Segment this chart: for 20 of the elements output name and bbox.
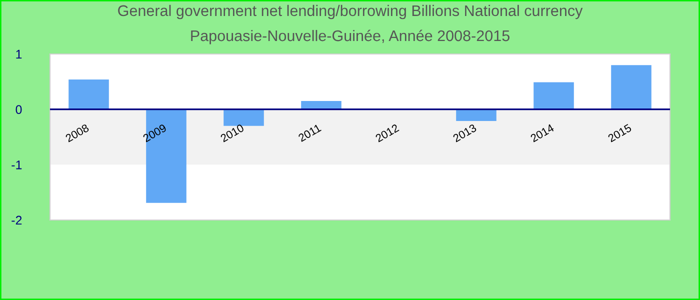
x-tick-label: 2014 bbox=[530, 124, 555, 142]
chart-subtitle: Papouasie-Nouvelle-Guinée, Année 2008-2015 bbox=[191, 30, 510, 44]
x-tick-label: 2011 bbox=[298, 124, 322, 142]
x-tick-label: 2010 bbox=[220, 124, 244, 142]
y-tick-label: -1 bbox=[12, 160, 22, 170]
y-tick-label: -2 bbox=[12, 216, 22, 225]
bar bbox=[456, 109, 496, 121]
x-tick-label: 2015 bbox=[607, 124, 632, 142]
y-tick-label: 1 bbox=[16, 50, 22, 59]
x-tick-label: 2013 bbox=[452, 124, 477, 142]
bar bbox=[534, 82, 574, 110]
chart-title: General government net lending/borrowing Billions National currency bbox=[118, 4, 583, 20]
x-tick-label: 2009 bbox=[142, 124, 167, 142]
bar bbox=[301, 101, 342, 110]
y-tick-label: 0 bbox=[16, 105, 22, 114]
bar bbox=[68, 79, 109, 110]
x-tick-label: 2012 bbox=[374, 124, 400, 142]
bar bbox=[224, 109, 264, 126]
x-tick-label: 2008 bbox=[64, 124, 90, 142]
bar bbox=[611, 65, 652, 110]
